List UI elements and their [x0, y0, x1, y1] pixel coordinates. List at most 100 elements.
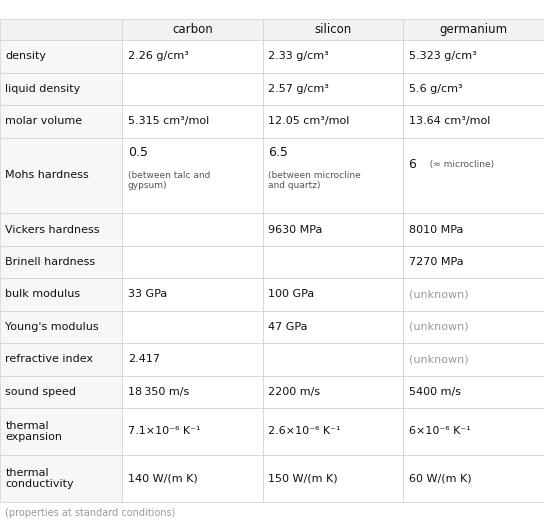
Bar	[403, 73, 544, 105]
Text: 6: 6	[409, 158, 416, 170]
Bar	[0, 138, 122, 213]
Bar	[263, 311, 403, 343]
Text: 7270 MPa: 7270 MPa	[409, 257, 463, 267]
Bar	[263, 408, 403, 455]
Bar	[122, 213, 263, 246]
Text: 60 W/(m K): 60 W/(m K)	[409, 473, 471, 483]
Text: 9630 MPa: 9630 MPa	[268, 225, 323, 235]
Bar	[0, 343, 122, 375]
Text: 5.323 g/cm³: 5.323 g/cm³	[409, 52, 477, 62]
Bar	[122, 278, 263, 311]
Bar	[0, 40, 122, 73]
Bar	[403, 278, 544, 311]
Bar	[122, 311, 263, 343]
Text: Brinell hardness: Brinell hardness	[5, 257, 96, 267]
Text: 18 350 m/s: 18 350 m/s	[128, 387, 189, 397]
Text: 2.417: 2.417	[128, 354, 160, 364]
Bar	[122, 105, 263, 138]
Bar	[122, 455, 263, 502]
Text: 0.5: 0.5	[128, 146, 148, 159]
Text: (properties at standard conditions): (properties at standard conditions)	[5, 508, 176, 518]
Text: 2200 m/s: 2200 m/s	[268, 387, 320, 397]
Bar	[122, 19, 263, 40]
Bar	[0, 246, 122, 278]
Bar	[403, 455, 544, 502]
Bar	[0, 311, 122, 343]
Text: thermal
conductivity: thermal conductivity	[5, 468, 74, 489]
Bar	[122, 40, 263, 73]
Text: (unknown): (unknown)	[409, 289, 468, 299]
Text: 150 W/(m K): 150 W/(m K)	[268, 473, 338, 483]
Text: Vickers hardness: Vickers hardness	[5, 225, 100, 235]
Bar	[403, 246, 544, 278]
Text: 2.26 g/cm³: 2.26 g/cm³	[128, 52, 189, 62]
Text: (between talc and
gypsum): (between talc and gypsum)	[128, 171, 210, 191]
Text: (unknown): (unknown)	[409, 354, 468, 364]
Bar	[263, 246, 403, 278]
Text: 13.64 cm³/mol: 13.64 cm³/mol	[409, 116, 490, 126]
Bar	[122, 138, 263, 213]
Bar	[403, 213, 544, 246]
Text: 100 GPa: 100 GPa	[268, 289, 314, 299]
Bar	[263, 213, 403, 246]
Text: 6.5: 6.5	[268, 146, 288, 159]
Text: 8010 MPa: 8010 MPa	[409, 225, 463, 235]
Bar	[0, 105, 122, 138]
Bar	[263, 343, 403, 375]
Text: 2.57 g/cm³: 2.57 g/cm³	[268, 84, 329, 94]
Text: liquid density: liquid density	[5, 84, 81, 94]
Bar	[122, 246, 263, 278]
Text: 7.1×10⁻⁶ K⁻¹: 7.1×10⁻⁶ K⁻¹	[128, 426, 200, 436]
Text: 47 GPa: 47 GPa	[268, 322, 308, 332]
Text: germanium: germanium	[440, 23, 508, 36]
Text: 5.315 cm³/mol: 5.315 cm³/mol	[128, 116, 209, 126]
Bar	[263, 138, 403, 213]
Bar	[263, 19, 403, 40]
Text: (≈ microcline): (≈ microcline)	[424, 160, 494, 168]
Bar	[403, 311, 544, 343]
Bar	[0, 455, 122, 502]
Text: 2.33 g/cm³: 2.33 g/cm³	[268, 52, 329, 62]
Bar	[0, 375, 122, 408]
Bar	[122, 408, 263, 455]
Bar	[122, 73, 263, 105]
Bar	[0, 19, 122, 40]
Text: density: density	[5, 52, 46, 62]
Text: Mohs hardness: Mohs hardness	[5, 170, 89, 181]
Text: 33 GPa: 33 GPa	[128, 289, 167, 299]
Bar	[0, 278, 122, 311]
Bar	[263, 375, 403, 408]
Text: 6×10⁻⁶ K⁻¹: 6×10⁻⁶ K⁻¹	[409, 426, 471, 436]
Text: 140 W/(m K): 140 W/(m K)	[128, 473, 197, 483]
Text: bulk modulus: bulk modulus	[5, 289, 81, 299]
Bar	[403, 408, 544, 455]
Text: sound speed: sound speed	[5, 387, 77, 397]
Text: refractive index: refractive index	[5, 354, 94, 364]
Text: 2.6×10⁻⁶ K⁻¹: 2.6×10⁻⁶ K⁻¹	[268, 426, 341, 436]
Bar	[263, 73, 403, 105]
Bar	[122, 343, 263, 375]
Text: silicon: silicon	[314, 23, 351, 36]
Bar	[403, 138, 544, 213]
Bar	[403, 40, 544, 73]
Text: carbon: carbon	[172, 23, 213, 36]
Bar	[263, 278, 403, 311]
Bar	[403, 375, 544, 408]
Bar	[0, 408, 122, 455]
Bar	[263, 40, 403, 73]
Bar	[403, 343, 544, 375]
Text: (between microcline
and quartz): (between microcline and quartz)	[268, 171, 361, 191]
Bar	[403, 19, 544, 40]
Bar	[403, 105, 544, 138]
Text: Young's modulus: Young's modulus	[5, 322, 99, 332]
Text: 12.05 cm³/mol: 12.05 cm³/mol	[268, 116, 350, 126]
Text: 5.6 g/cm³: 5.6 g/cm³	[409, 84, 462, 94]
Text: (unknown): (unknown)	[409, 322, 468, 332]
Bar	[0, 213, 122, 246]
Bar	[122, 375, 263, 408]
Text: thermal
expansion: thermal expansion	[5, 421, 63, 442]
Text: 5400 m/s: 5400 m/s	[409, 387, 461, 397]
Bar	[263, 455, 403, 502]
Bar	[263, 105, 403, 138]
Text: molar volume: molar volume	[5, 116, 83, 126]
